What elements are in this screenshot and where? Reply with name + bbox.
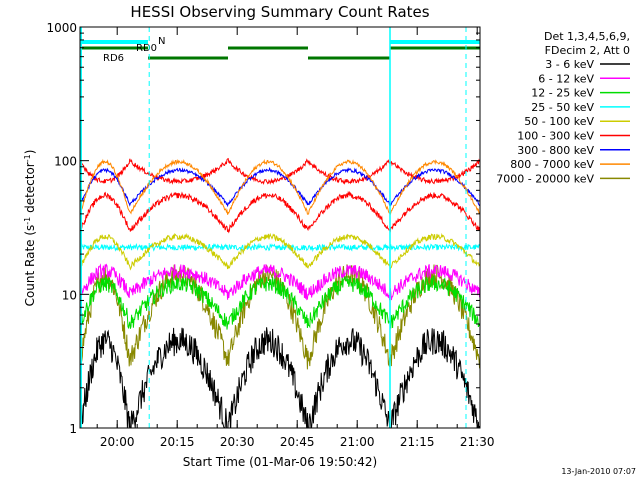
plot-frame: [79, 26, 481, 429]
x-tick-label: 20:15: [160, 435, 195, 449]
legend-entry-label: 6 - 12 keV: [538, 72, 594, 85]
y-tick-label: 1000: [46, 21, 77, 35]
flag-label-rd0: RD0: [136, 43, 157, 54]
y-axis-label-sup1: -1: [23, 217, 32, 225]
series-line-3: [80, 275, 480, 330]
footer-date: 13-Jan-2010 07:07: [561, 467, 636, 476]
y-axis: 1 10 100 1000: [46, 21, 480, 436]
x-tick-label: 21:30: [460, 435, 495, 449]
x-tick-label: 21:15: [400, 435, 435, 449]
series-line-2: [80, 263, 480, 301]
legend-entry-label: 50 - 100 keV: [524, 115, 594, 128]
series-line-5: [80, 232, 480, 271]
y-axis-label-sup2: -1: [23, 154, 32, 162]
series-line-1: [80, 327, 480, 428]
legend-entry-label: 300 - 800 keV: [517, 144, 594, 157]
legend-entry-label: 3 - 6 keV: [545, 58, 594, 71]
x-axis-label: Start Time (01-Mar-06 19:50:42): [183, 455, 377, 469]
x-tick-label: 21:00: [340, 435, 375, 449]
chart-title: HESSI Observing Summary Count Rates: [130, 3, 429, 21]
legend-entry-label: 7000 - 20000 keV: [496, 172, 594, 185]
series-line-6: [80, 157, 480, 186]
x-tick-label: 20:30: [220, 435, 255, 449]
vertical-markers: [80, 27, 467, 428]
series-line-6-secondary: [80, 190, 480, 234]
legend-entry-label: 100 - 300 keV: [517, 130, 594, 143]
legend-header-line: FDecim 2, Att 0: [545, 44, 630, 57]
y-tick-label: 10: [62, 288, 77, 302]
x-axis: 20:00 20:15 20:30 20:45 21:00 21:15 21:30: [96, 27, 495, 449]
y-tick-label: 100: [54, 155, 77, 169]
flag-label-n: N: [158, 36, 165, 47]
series-line-8: [80, 158, 480, 217]
y-axis-label-mid: detector: [23, 162, 37, 217]
legend-entry-label: 12 - 25 keV: [531, 87, 594, 100]
y-tick-label: 1: [69, 422, 77, 436]
legend-header-line: Det 1,3,4,5,6,9,: [544, 30, 630, 43]
y-axis-label-main: Count Rate (s: [23, 225, 37, 307]
plot-area: [80, 157, 480, 428]
y-axis-label-end: ): [23, 150, 37, 155]
x-tick-label: 20:00: [100, 435, 135, 449]
legend: Det 1,3,4,5,6,9,FDecim 2, Att 03 - 6 keV…: [496, 30, 630, 185]
legend-entry-label: 25 - 50 keV: [531, 101, 594, 114]
y-axis-label: Count Rate (s-1 detector-1): [23, 150, 38, 307]
flag-label-rd6: RD6: [103, 53, 124, 64]
series-line-4: [80, 242, 480, 253]
x-tick-label: 20:45: [280, 435, 315, 449]
legend-entry-label: 800 - 7000 keV: [510, 158, 594, 171]
